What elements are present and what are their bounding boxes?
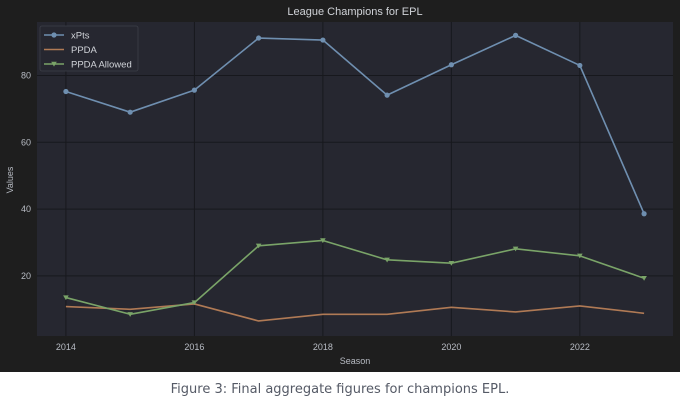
legend-label: PPDA Allowed [71, 60, 132, 71]
plot-area [37, 22, 673, 336]
y-tick-label: 60 [21, 137, 31, 147]
series-line [65, 303, 645, 322]
data-point [512, 246, 519, 252]
series-group [63, 32, 647, 322]
data-point [577, 62, 583, 69]
data-point [577, 253, 583, 259]
data-point [448, 260, 455, 266]
data-point [641, 211, 647, 217]
data-point [191, 87, 197, 93]
line-chart: League Champions for EPL Season Values 2… [5, 6, 673, 366]
legend-item: xPts [44, 31, 90, 42]
data-point [448, 62, 454, 68]
data-point [127, 312, 133, 317]
x-tick-label: 2020 [441, 342, 461, 352]
chart-title: League Champions for EPL [287, 6, 422, 18]
x-tick-label: 2018 [313, 342, 333, 352]
y-tick-label: 40 [21, 204, 31, 214]
data-point [320, 238, 326, 244]
series-ppda [65, 303, 645, 322]
x-tick-label: 2016 [184, 342, 204, 352]
data-point [255, 243, 262, 249]
data-point [63, 88, 69, 95]
series-line [65, 239, 645, 316]
data-point [127, 109, 133, 115]
axis-labels: League Champions for EPL Season Values 2… [5, 6, 590, 366]
legend-item: PPDA Allowed [44, 60, 132, 71]
legend-item: PPDA [44, 45, 98, 56]
y-tick-label: 20 [21, 271, 31, 281]
series-ppda-allowed [63, 238, 647, 317]
legend-label: PPDA [71, 45, 98, 56]
series-xpts [63, 32, 647, 217]
data-point [191, 300, 198, 306]
x-axis-label: Season [340, 356, 371, 366]
data-point [384, 257, 390, 263]
legend-marker [51, 32, 57, 38]
legend-marker [51, 61, 57, 67]
data-point [63, 295, 69, 301]
data-point [513, 32, 519, 38]
data-point [641, 276, 647, 281]
y-axis-label: Values [5, 166, 15, 193]
data-point [384, 92, 390, 98]
legend-label: xPts [71, 31, 90, 42]
x-tick-label: 2014 [56, 342, 76, 352]
data-point [320, 37, 326, 43]
data-point [256, 35, 262, 41]
series-line [65, 34, 645, 215]
x-tick-label: 2022 [570, 342, 590, 352]
legend: xPts PPDA PPDA Allowed [39, 25, 139, 72]
grid-lines [37, 22, 673, 336]
figure-caption: Figure 3: Final aggregate figures for ch… [170, 382, 510, 397]
y-tick-label: 80 [21, 70, 31, 80]
legend-box [39, 25, 139, 72]
